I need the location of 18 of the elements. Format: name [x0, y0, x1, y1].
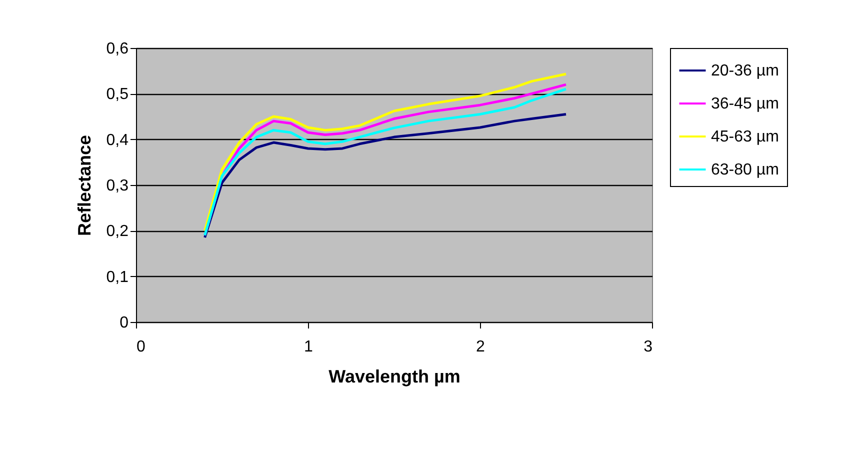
y-tick-label: 0,6: [106, 40, 129, 58]
x-tick-label: 0: [136, 338, 146, 356]
legend-label: 45-63 µm: [711, 128, 779, 146]
y-tick-label: 0,5: [106, 86, 129, 104]
y-tick-label: 0,3: [106, 178, 129, 194]
y-tick-label: 0,2: [106, 223, 129, 240]
x-axis-title: Wavelength µm: [328, 366, 460, 386]
y-tick-label: 0,1: [106, 268, 129, 286]
legend-label: 63-80 µm: [711, 162, 779, 178]
y-axis-title: Reflectance: [74, 134, 94, 236]
x-tick-label: 2: [476, 338, 486, 356]
legend-label: 36-45 µm: [711, 96, 779, 112]
y-tick-label: 0,4: [106, 132, 129, 149]
line-series: [204, 112, 568, 239]
x-tick-label: 1: [304, 338, 314, 356]
x-tick-label: 3: [644, 338, 653, 356]
legend-label: 20-36 µm: [711, 62, 779, 80]
y-tick-label: 0: [120, 314, 129, 332]
